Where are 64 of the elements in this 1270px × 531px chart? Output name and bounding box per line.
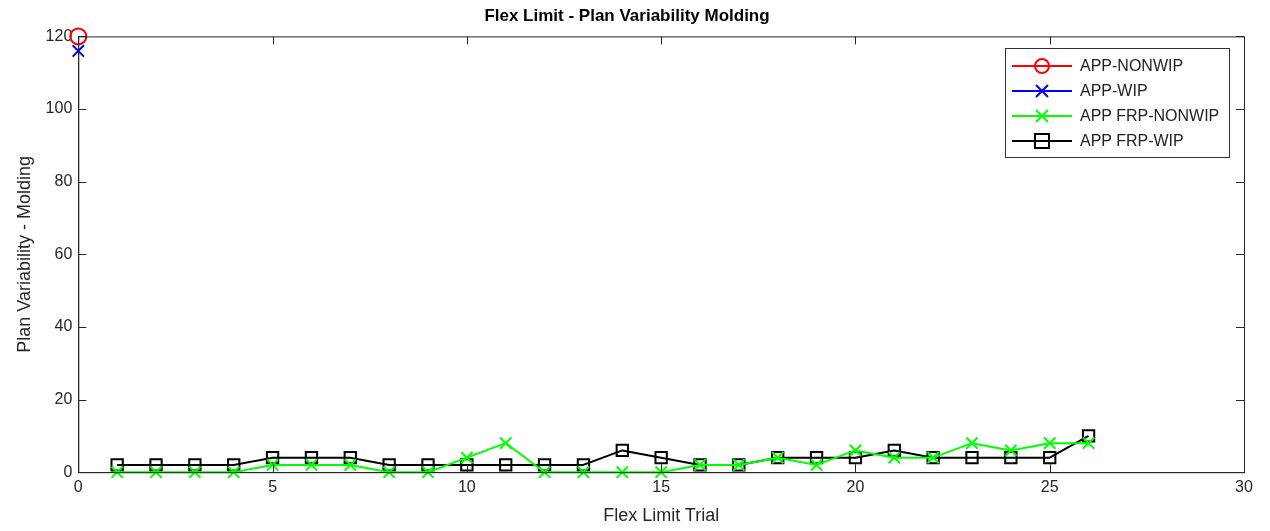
point (382, 458, 396, 472)
point (149, 465, 163, 479)
point (71, 44, 85, 58)
x-tick-label: 5 (268, 478, 278, 496)
y-tick-label: 40 (54, 317, 73, 335)
y-tick-label: 20 (54, 389, 73, 407)
point (654, 451, 668, 465)
legend-label: APP-WIP (1080, 81, 1148, 100)
y-axis-title: Plan Variability - Molding (13, 155, 34, 353)
point (460, 458, 474, 472)
y-tick-label: 80 (54, 172, 73, 190)
legend-label: APP-NONWIP (1080, 56, 1184, 75)
point (848, 451, 863, 465)
point (537, 465, 552, 479)
point (499, 458, 513, 472)
point (1081, 429, 1096, 443)
point (654, 465, 668, 479)
point (421, 458, 435, 472)
point (576, 465, 591, 479)
point (227, 465, 241, 479)
point (809, 451, 824, 465)
y-tick-label: 0 (63, 462, 73, 480)
point (110, 458, 124, 472)
point (382, 465, 396, 479)
point (343, 451, 357, 465)
legend-label: APP FRP-NONWIP (1080, 106, 1220, 125)
point (343, 458, 357, 472)
point (188, 458, 202, 472)
point (576, 458, 591, 472)
point (188, 465, 202, 479)
point (615, 443, 629, 458)
point (499, 436, 513, 450)
chart-title: Flex Limit - Plan Variability Molding (484, 5, 770, 25)
x-tick-label: 30 (1235, 478, 1253, 496)
legend-label: APP FRP-WIP (1080, 131, 1184, 150)
point (304, 451, 319, 465)
point (887, 443, 901, 458)
point (265, 458, 280, 472)
point (265, 451, 280, 465)
point (110, 465, 124, 479)
point (615, 465, 629, 479)
point (304, 458, 319, 472)
x-tick-label: 15 (652, 478, 671, 496)
point (1081, 436, 1096, 450)
point (965, 436, 979, 450)
point (1004, 443, 1018, 458)
x-tick-label: 10 (457, 478, 476, 496)
x-tick-label: 20 (846, 478, 865, 496)
point (460, 451, 474, 465)
point (1043, 436, 1057, 450)
point (421, 465, 435, 479)
x-axis-title: Flex Limit Trial (603, 505, 720, 526)
point (1004, 451, 1018, 465)
y-tick-label: 100 (45, 99, 73, 117)
point (965, 451, 979, 465)
point (809, 458, 824, 472)
point (227, 458, 241, 472)
point (149, 458, 163, 472)
point (1043, 451, 1057, 465)
y-tick-label: 60 (54, 244, 73, 262)
x-tick-label: 25 (1040, 478, 1059, 496)
point (887, 451, 901, 465)
point (537, 458, 552, 472)
point (848, 443, 863, 458)
